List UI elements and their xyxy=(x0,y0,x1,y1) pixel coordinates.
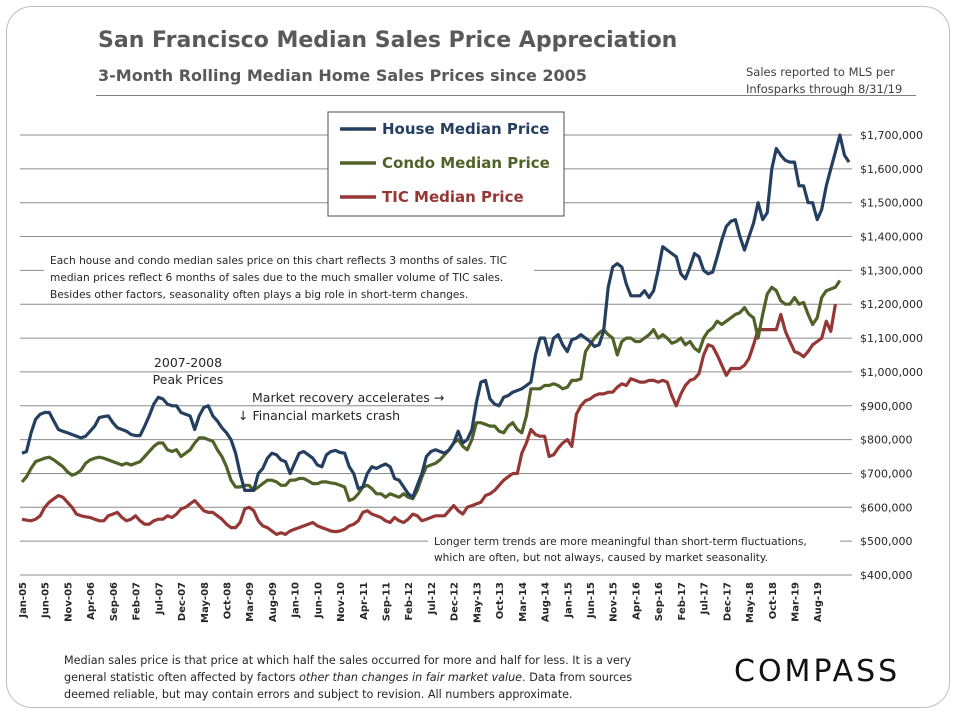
y-tick-label: $800,000 xyxy=(860,434,913,447)
crash-annotation: ↓ Financial markets crash xyxy=(238,408,400,423)
chart-subtitle: 3-Month Rolling Median Home Sales Prices… xyxy=(98,66,587,85)
series-line-house-median-price xyxy=(21,133,851,499)
chart-note-line: Each house and condo median sales price … xyxy=(50,255,507,267)
y-tick-label: $1,400,000 xyxy=(860,231,923,244)
y-tick-label: $1,200,000 xyxy=(860,298,923,311)
x-tick-label: Feb-07 xyxy=(132,582,143,620)
footnote: Median sales price is that price at whic… xyxy=(64,652,662,703)
y-tick-label: $700,000 xyxy=(860,467,913,480)
chart-note-line: Besides other factors, seasonality often… xyxy=(50,289,468,301)
series-line-tic-median-price xyxy=(21,303,837,537)
footnote-text-start: Median sales price is that price at whic… xyxy=(64,654,632,684)
x-tick-label: Apr-16 xyxy=(631,582,642,620)
chart-note-line: which are often, but not always, caused … xyxy=(434,552,768,564)
x-tick-label: Mar-19 xyxy=(790,582,801,622)
y-tick-label: $900,000 xyxy=(860,400,913,413)
x-tick-label: Dec-17 xyxy=(722,582,733,621)
x-tick-label: Jul-07 xyxy=(154,582,165,615)
y-tick-label: $500,000 xyxy=(860,535,913,548)
y-tick-label: $1,000,000 xyxy=(860,366,923,379)
x-tick-label: Dec-12 xyxy=(450,582,461,621)
x-tick-label: Sep-11 xyxy=(382,582,393,621)
series-line-condo-median-price xyxy=(20,279,842,503)
y-tick-label: $1,300,000 xyxy=(860,264,923,277)
x-tick-label: Sep-16 xyxy=(654,582,665,621)
chart-note-line: Longer term trends are more meaningful t… xyxy=(434,536,807,548)
slide-frame xyxy=(6,6,950,708)
y-tick-label: $600,000 xyxy=(860,501,913,514)
x-tick-label: Jan-15 xyxy=(563,582,574,619)
legend-label: Condo Median Price xyxy=(382,154,550,172)
y-tick-label: $400,000 xyxy=(860,569,913,582)
x-tick-label: Jul-12 xyxy=(427,582,438,615)
x-tick-label: Jan-05 xyxy=(18,582,29,619)
source-line-2: Infosparks through 8/31/19 xyxy=(746,82,903,96)
x-tick-label: May-13 xyxy=(472,582,483,623)
x-tick-label: Jun-10 xyxy=(313,582,324,619)
x-tick-label: Apr-11 xyxy=(359,582,370,620)
y-tick-label: $1,100,000 xyxy=(860,332,923,345)
x-tick-label: Dec-07 xyxy=(177,582,188,621)
chart-note-line: median prices reflect 6 months of sales … xyxy=(50,272,503,284)
x-tick-label: May-18 xyxy=(745,582,756,623)
legend-label: TIC Median Price xyxy=(382,188,524,206)
recovery-annotation: Market recovery accelerates → xyxy=(252,390,444,405)
x-tick-label: Jan-10 xyxy=(291,582,302,619)
note-background xyxy=(44,250,534,302)
legend-label: House Median Price xyxy=(382,120,549,138)
x-tick-label: Apr-06 xyxy=(86,582,97,620)
x-tick-label: Nov-10 xyxy=(336,582,347,622)
x-tick-label: May-08 xyxy=(200,582,211,623)
x-tick-label: Feb-12 xyxy=(404,582,415,620)
x-tick-label: Oct-13 xyxy=(495,582,506,619)
source-note: Sales reported to MLS per Infosparks thr… xyxy=(746,64,902,98)
x-tick-label: Jun-05 xyxy=(41,582,52,619)
x-tick-label: Oct-18 xyxy=(768,582,779,619)
y-tick-label: $1,600,000 xyxy=(860,163,923,176)
x-tick-label: Mar-14 xyxy=(518,582,529,622)
x-tick-label: Nov-05 xyxy=(63,582,74,622)
source-line-1: Sales reported to MLS per xyxy=(746,65,896,79)
x-tick-label: Nov-15 xyxy=(609,582,620,622)
y-tick-label: $1,700,000 xyxy=(860,129,923,142)
x-tick-label: Aug-14 xyxy=(541,582,552,622)
x-tick-label: Sep-06 xyxy=(109,582,120,621)
title-divider xyxy=(96,95,916,96)
peak-annotation: Peak Prices xyxy=(153,372,224,387)
x-tick-label: Aug-19 xyxy=(813,582,824,622)
x-tick-label: Feb-17 xyxy=(677,582,688,620)
chart-title: San Francisco Median Sales Price Appreci… xyxy=(98,28,678,53)
footnote-text-end: . Data from sources deemed reliable, but… xyxy=(64,671,633,701)
x-tick-label: Jun-15 xyxy=(586,582,597,619)
x-tick-label: Oct-08 xyxy=(222,582,233,619)
peak-annotation: 2007-2008 xyxy=(154,355,222,370)
y-tick-label: $1,500,000 xyxy=(860,197,923,210)
x-tick-label: Jul-17 xyxy=(700,582,711,615)
x-tick-label: Aug-09 xyxy=(268,582,279,622)
x-tick-label: Mar-09 xyxy=(245,582,256,622)
note-background xyxy=(428,532,840,566)
footnote-emphasis: other than changes in fair market value xyxy=(299,671,523,684)
compass-logo: COMPASS xyxy=(734,654,901,689)
